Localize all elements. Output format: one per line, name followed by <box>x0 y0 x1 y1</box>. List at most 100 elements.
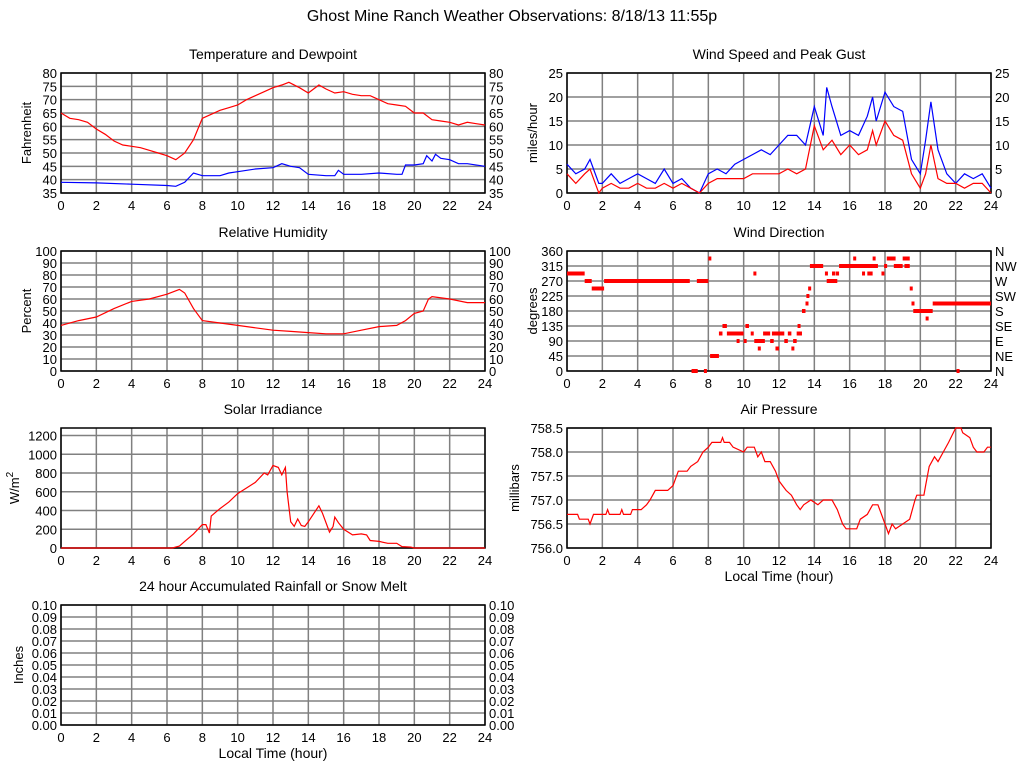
right-tick-label: 20 <box>995 90 1009 105</box>
x-tick-label: 18 <box>372 376 386 391</box>
y-tick-label: 0.06 <box>32 646 57 661</box>
x-tick-label: 4 <box>634 553 641 568</box>
x-tick-label: 8 <box>705 198 712 213</box>
right-tick-label: 10 <box>995 138 1009 153</box>
right-tick-label: 0 <box>489 364 496 379</box>
y-tick-label: 756.5 <box>530 517 563 532</box>
right-tick-label: SE <box>995 319 1013 334</box>
wind-direction-point <box>771 331 779 336</box>
x-tick-label: 12 <box>266 730 280 745</box>
right-tick-label: 45 <box>489 159 503 174</box>
x-tick-label: 16 <box>842 376 856 391</box>
wind-direction-point <box>754 339 758 343</box>
x-tick-label: 24 <box>478 198 492 213</box>
wind-direction-point <box>796 331 802 336</box>
wind-direction-point <box>909 286 913 291</box>
y-axis-label: degrees <box>525 287 540 334</box>
wind-direction-point <box>835 271 840 276</box>
right-tick-label: N <box>995 244 1004 259</box>
wind-direction-point <box>750 331 754 336</box>
chart-title: Wind Direction <box>733 224 824 240</box>
wind-direction-point <box>604 279 690 283</box>
series-line-1 <box>60 153 486 187</box>
x-tick-label: 8 <box>199 730 206 745</box>
x-tick-label: 0 <box>57 198 64 213</box>
right-tick-label: S <box>995 304 1004 319</box>
y-tick-label: 270 <box>541 274 563 289</box>
x-tick-label: 2 <box>599 376 606 391</box>
x-tick-label: 6 <box>669 198 676 213</box>
y-tick-label: 45 <box>43 159 57 174</box>
y-tick-label: 5 <box>556 162 563 177</box>
y-tick-label: 60 <box>43 292 57 307</box>
wind-direction-point <box>567 271 585 276</box>
wind-direction-point <box>904 264 910 268</box>
right-tick-label: 40 <box>489 316 503 331</box>
y-tick-label: 0 <box>50 364 57 379</box>
y-tick-label: 90 <box>43 256 57 271</box>
x-tick-label: 14 <box>301 553 315 568</box>
wind-direction-point <box>832 271 835 276</box>
y-tick-label: 0 <box>556 186 563 201</box>
page-title: Ghost Mine Ranch Weather Observations: 8… <box>306 8 718 25</box>
wind-direction-point <box>784 339 788 343</box>
y-tick-label: 180 <box>541 304 563 319</box>
right-tick-label: 30 <box>489 328 503 343</box>
y-tick-label: 90 <box>549 334 563 349</box>
y-tick-label: 135 <box>541 319 563 334</box>
x-tick-label: 10 <box>736 376 750 391</box>
wind-direction-point <box>956 369 960 373</box>
y-tick-label: 757.0 <box>530 493 563 508</box>
x-tick-label: 20 <box>913 376 927 391</box>
y-axis-label: Fahrenheit <box>19 102 34 165</box>
x-tick-label: 20 <box>913 198 927 213</box>
x-tick-label: 8 <box>705 376 712 391</box>
x-axis-label: Local Time (hour) <box>219 745 328 761</box>
right-tick-label: 0.08 <box>489 622 514 637</box>
wind-direction-point <box>584 279 592 283</box>
x-tick-label: 2 <box>93 376 100 391</box>
x-tick-label: 16 <box>336 198 350 213</box>
right-tick-label: 80 <box>489 66 503 81</box>
x-tick-label: 24 <box>478 553 492 568</box>
x-tick-label: 4 <box>634 198 641 213</box>
x-tick-label: 10 <box>230 376 244 391</box>
y-tick-label: 60 <box>43 119 57 134</box>
right-tick-label: 75 <box>489 79 503 94</box>
x-tick-label: 22 <box>442 198 456 213</box>
y-tick-label: 600 <box>35 485 57 500</box>
wind-direction-point <box>722 324 727 328</box>
wind-direction-point <box>867 271 873 276</box>
right-tick-label: 60 <box>489 119 503 134</box>
x-tick-label: 14 <box>301 730 315 745</box>
x-tick-label: 10 <box>230 198 244 213</box>
wind-direction-point <box>826 279 838 283</box>
x-tick-label: 24 <box>478 376 492 391</box>
series-line-0 <box>61 464 485 549</box>
y-tick-label: 756.0 <box>530 541 563 556</box>
y-tick-label: 0.02 <box>32 694 57 709</box>
x-tick-label: 0 <box>563 198 570 213</box>
x-tick-label: 4 <box>128 730 135 745</box>
wind-direction-point <box>696 279 709 283</box>
wind-direction-point <box>757 346 761 351</box>
y-tick-label: 200 <box>35 522 57 537</box>
wind-direction-point <box>779 331 785 336</box>
x-tick-label: 20 <box>407 198 421 213</box>
y-tick-label: 315 <box>541 259 563 274</box>
series-line-0 <box>60 288 485 335</box>
x-tick-label: 12 <box>772 553 786 568</box>
x-tick-label: 4 <box>128 198 135 213</box>
x-tick-label: 12 <box>266 198 280 213</box>
plot-frame <box>566 250 992 372</box>
y-axis-label: W/m2 <box>5 471 22 504</box>
plot-frame <box>60 604 486 726</box>
series-line-1 <box>566 119 992 195</box>
x-tick-label: 18 <box>372 730 386 745</box>
wind-direction-point <box>902 256 910 261</box>
wind-direction-point <box>806 294 810 298</box>
x-tick-label: 10 <box>736 553 750 568</box>
x-tick-label: 10 <box>736 198 750 213</box>
